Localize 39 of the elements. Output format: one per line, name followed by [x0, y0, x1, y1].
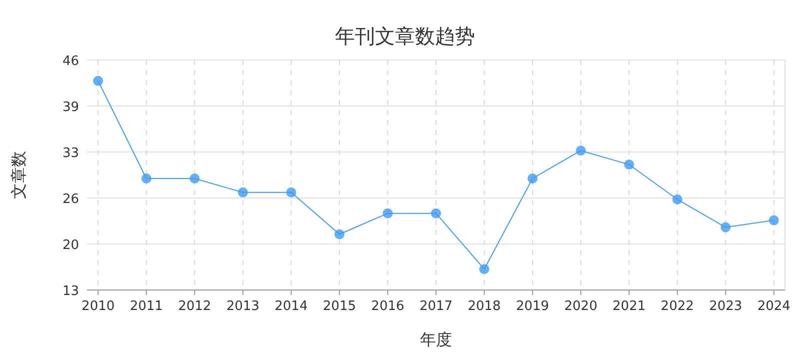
y-tick-label: 26 — [62, 192, 79, 207]
point — [479, 264, 490, 274]
y-tick-label: 13 — [62, 284, 79, 299]
x-tick-label: 2021 — [612, 299, 646, 314]
x-tick-label: 2020 — [564, 299, 598, 314]
y-tick-label: 46 — [62, 54, 79, 69]
x-tick-label: 2010 — [82, 299, 115, 314]
x-tick-label: 2019 — [516, 299, 550, 314]
point — [334, 229, 344, 240]
x-tick-label: 2023 — [709, 299, 742, 314]
point — [190, 173, 200, 184]
x-tick-label: 2014 — [274, 299, 308, 314]
x-tick-label: 2012 — [178, 299, 212, 314]
x-tick-label: 2018 — [468, 299, 501, 314]
point — [672, 194, 682, 204]
x-tick-label: 2011 — [130, 299, 163, 314]
x-tick-label: 2013 — [226, 299, 260, 314]
x-axis-title: 年度 — [420, 330, 452, 349]
point — [624, 160, 634, 170]
chart-title: 年刊文章数趋势 — [335, 24, 475, 48]
point — [238, 187, 248, 198]
y-axis-title: 文章数 — [9, 151, 28, 199]
x-tick-label: 2015 — [322, 299, 356, 314]
y-tick-label: 39 — [62, 100, 79, 115]
y-tick-label: 33 — [62, 146, 79, 161]
point — [141, 173, 152, 184]
point — [528, 173, 538, 184]
point — [768, 215, 779, 226]
x-tick-label: 2022 — [660, 299, 694, 314]
y-tick-label: 20 — [62, 238, 79, 253]
point — [286, 187, 296, 198]
x-tick-label: 2017 — [419, 299, 453, 314]
x-tick-label: 2016 — [371, 299, 404, 314]
point — [382, 208, 393, 218]
x-tick-label: 2024 — [757, 299, 790, 314]
point — [720, 222, 731, 232]
point — [576, 146, 586, 156]
point — [431, 208, 441, 218]
point — [93, 76, 104, 86]
